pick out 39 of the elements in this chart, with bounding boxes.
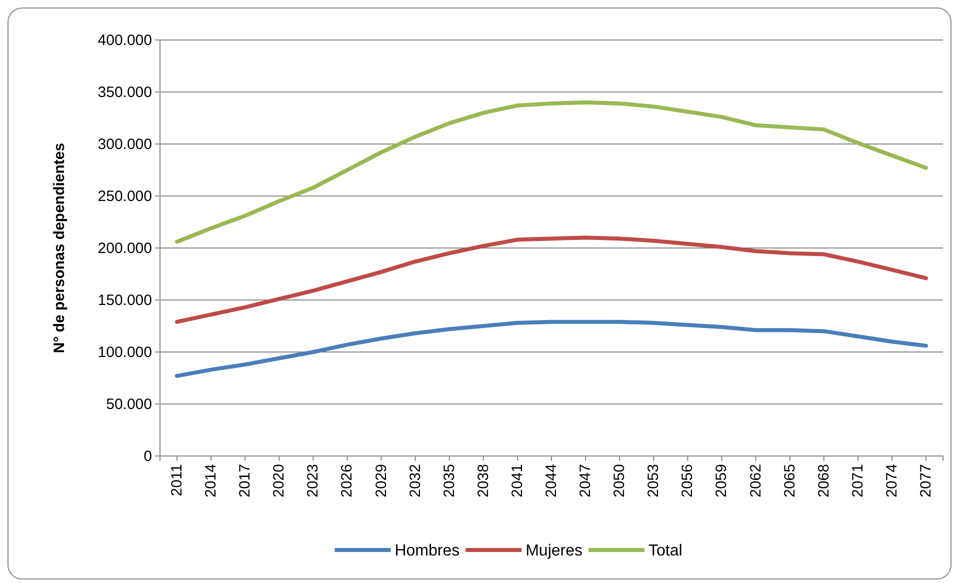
y-tick-label: 100.000 — [98, 344, 152, 361]
x-tick-label: 2029 — [372, 464, 390, 498]
x-tick-label: 2077 — [917, 464, 934, 498]
x-tick-label: 2074 — [883, 464, 900, 498]
x-tick-label: 2059 — [713, 464, 730, 498]
x-tick-label: 2068 — [815, 464, 832, 498]
x-tick-label: 2017 — [236, 464, 254, 498]
x-tick-label: 2041 — [508, 464, 526, 498]
x-tick-label: 2035 — [440, 464, 458, 498]
line-series — [175, 320, 928, 378]
y-tick-label: 150.000 — [98, 292, 152, 309]
legend-label: Hombres — [394, 542, 460, 560]
legend-label: Mujeres — [526, 542, 583, 560]
x-tick-label: 2038 — [474, 464, 492, 498]
x-tick-label: 2071 — [849, 464, 866, 498]
line-series — [175, 100, 928, 244]
y-tick-label: 0 — [144, 448, 152, 465]
x-tick-label: 2011 — [168, 464, 186, 496]
y-tick-label: 400.000 — [98, 32, 152, 49]
x-tick-label: 2044 — [543, 464, 560, 498]
y-tick-label: 250.000 — [98, 188, 152, 205]
x-tick-label: 2023 — [304, 464, 322, 498]
x-tick-label: 2020 — [270, 464, 288, 498]
y-tick-label: 300.000 — [98, 136, 152, 153]
line-series — [175, 236, 928, 324]
y-tick-label: 50.000 — [106, 396, 152, 413]
legend-label: Total — [648, 542, 682, 560]
y-tick-label: 200.000 — [98, 240, 152, 257]
x-tick-label: 2032 — [406, 464, 424, 498]
x-tick-label: 2014 — [202, 464, 220, 498]
x-tick-label: 2050 — [611, 464, 628, 498]
x-tick-label: 2047 — [577, 464, 594, 498]
x-tick-label: 2056 — [679, 464, 696, 498]
x-tick-label: 2026 — [338, 464, 356, 498]
y-axis-title: N° de personas dependientes — [51, 142, 68, 354]
x-tick-label: 2065 — [781, 464, 798, 498]
x-tick-label: 2053 — [645, 464, 662, 498]
x-tick-label: 2062 — [747, 464, 764, 498]
y-tick-label: 350.000 — [98, 84, 152, 101]
